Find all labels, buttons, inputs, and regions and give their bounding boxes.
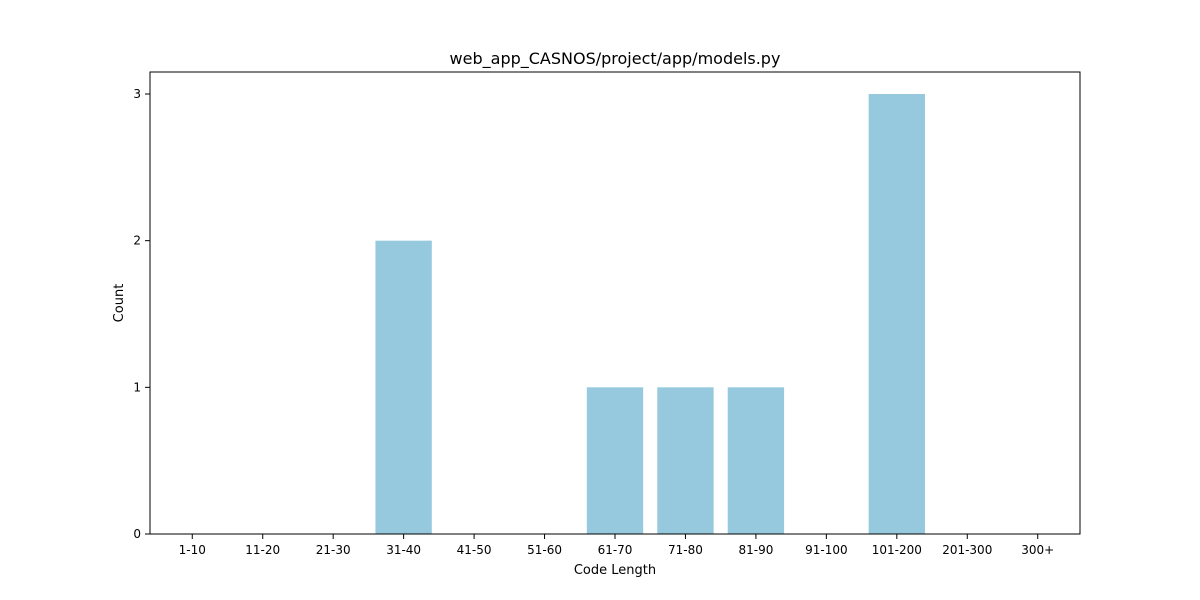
x-tick-label: 41-50 — [457, 543, 492, 557]
x-tick-label: 11-20 — [245, 543, 280, 557]
bar-71-80 — [657, 387, 714, 534]
x-tick-label: 1-10 — [179, 543, 206, 557]
x-tick-label: 71-80 — [668, 543, 703, 557]
plot-frame — [149, 71, 1081, 535]
x-tick-label: 300+ — [1021, 543, 1054, 557]
y-axis-label: Count — [112, 284, 127, 323]
x-tick-label: 21-30 — [316, 543, 351, 557]
bar-81-90 — [727, 387, 785, 534]
x-tick-label: 31-40 — [386, 543, 421, 557]
y-tick-label: 3 — [133, 87, 141, 101]
x-tick-label: 61-70 — [598, 543, 633, 557]
y-axis-ticks: 0 1 2 3 — [133, 87, 150, 541]
bar-101-200 — [868, 94, 925, 534]
x-axis-label: Code Length — [574, 563, 656, 578]
bar-31-40 — [375, 240, 432, 535]
y-tick-label: 2 — [133, 234, 141, 248]
y-tick-label: 1 — [133, 380, 141, 394]
bar-61-70 — [586, 387, 644, 534]
x-tick-label: 201-300 — [942, 543, 992, 557]
y-tick-label: 0 — [133, 527, 141, 541]
bars-layer — [375, 94, 925, 535]
chart-title: web_app_CASNOS/project/app/models.py — [450, 49, 781, 69]
x-tick-label: 81-90 — [738, 543, 773, 557]
x-axis-ticks: 1-10 11-20 21-30 31-40 41-50 51-60 61-70 71-80 8… — [179, 534, 1054, 557]
x-tick-label: 91-100 — [805, 543, 848, 557]
x-tick-label: 51-60 — [527, 543, 562, 557]
x-tick-label: 101-200 — [872, 543, 922, 557]
